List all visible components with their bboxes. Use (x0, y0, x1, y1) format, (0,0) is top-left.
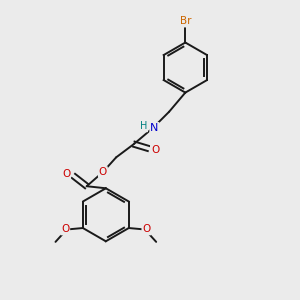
Text: O: O (142, 224, 151, 235)
Text: O: O (99, 167, 107, 177)
Text: O: O (151, 145, 159, 155)
Text: N: N (150, 123, 159, 133)
Text: O: O (62, 169, 70, 179)
Text: Br: Br (180, 16, 191, 26)
Text: H: H (140, 122, 147, 131)
Text: O: O (61, 224, 69, 235)
